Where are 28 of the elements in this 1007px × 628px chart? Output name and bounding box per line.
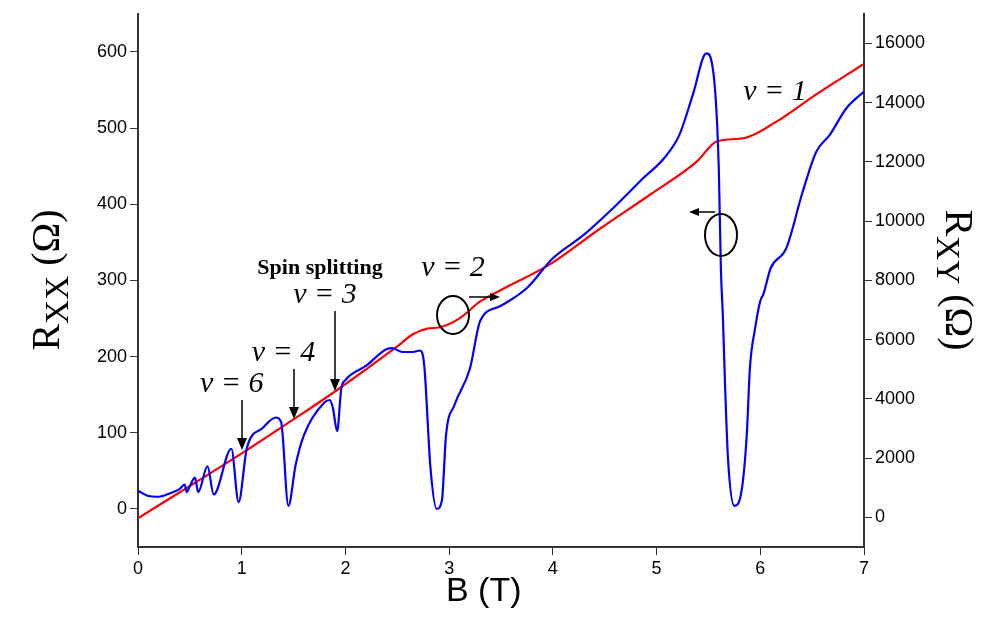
y-tick-label: 0	[116, 497, 127, 518]
y2-tick-label: 0	[875, 506, 886, 527]
annotation: ν = 6	[199, 364, 264, 398]
y-tick-label: 100	[96, 421, 127, 442]
x-tick-label: 4	[547, 557, 558, 578]
y2-tick-label: 10000	[875, 210, 926, 231]
y2-tick-label: 16000	[875, 32, 926, 53]
y2-tick-label: 12000	[875, 150, 926, 171]
y-tick-label: 200	[96, 345, 127, 366]
y-tick-label: 500	[96, 117, 127, 138]
x-tick-label: 2	[340, 557, 351, 578]
x-tick-label: 6	[755, 557, 766, 578]
x-tick-label: 1	[236, 557, 247, 578]
y-tick-label: 400	[96, 193, 127, 214]
annotation: Spin splitting	[257, 253, 383, 279]
annotation: ν = 1	[743, 72, 807, 106]
x-tick-label: 7	[858, 557, 870, 578]
y-tick-label: 600	[96, 40, 127, 61]
y2-tick-label: 8000	[875, 269, 916, 290]
y2-tick-label: 4000	[875, 387, 916, 408]
annotation: ν = 2	[421, 248, 485, 282]
y2-tick-label: 6000	[875, 328, 916, 349]
y2-tick-label: 14000	[875, 91, 926, 112]
y2-tick-label: 2000	[875, 447, 916, 468]
annotation: ν = 4	[251, 333, 316, 367]
x-tick-label: 0	[132, 557, 144, 578]
x-tick-label: 5	[651, 557, 662, 578]
y-tick-label: 300	[96, 269, 127, 290]
